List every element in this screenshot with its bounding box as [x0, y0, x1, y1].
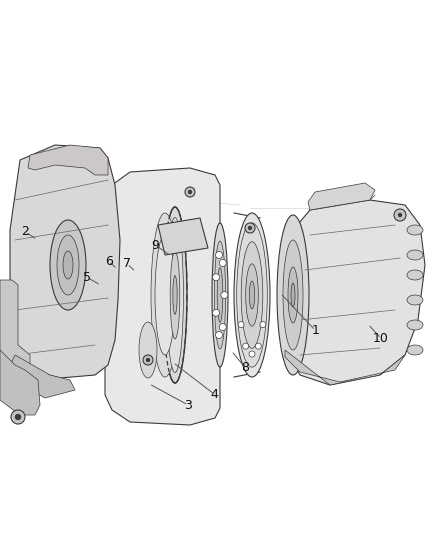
- Ellipse shape: [407, 225, 423, 235]
- Ellipse shape: [241, 241, 263, 348]
- Text: 9: 9: [152, 239, 159, 252]
- Circle shape: [394, 209, 406, 221]
- Ellipse shape: [291, 283, 295, 307]
- Text: 1: 1: [311, 324, 319, 337]
- Ellipse shape: [255, 343, 261, 349]
- Circle shape: [248, 226, 252, 230]
- Ellipse shape: [249, 281, 255, 309]
- Ellipse shape: [214, 241, 226, 349]
- Polygon shape: [105, 168, 220, 425]
- Text: 8: 8: [241, 361, 249, 374]
- Ellipse shape: [283, 240, 303, 350]
- Ellipse shape: [50, 220, 86, 310]
- Ellipse shape: [163, 207, 187, 383]
- Text: 3: 3: [184, 399, 192, 411]
- Ellipse shape: [243, 343, 249, 349]
- Text: 10: 10: [373, 332, 389, 345]
- Polygon shape: [28, 145, 108, 175]
- Circle shape: [245, 223, 255, 233]
- Polygon shape: [158, 218, 208, 255]
- Ellipse shape: [407, 270, 423, 280]
- Ellipse shape: [155, 235, 175, 355]
- Text: 4: 4: [211, 388, 219, 401]
- Ellipse shape: [407, 250, 423, 260]
- Ellipse shape: [407, 320, 423, 330]
- Circle shape: [398, 213, 402, 217]
- Ellipse shape: [212, 273, 219, 281]
- Ellipse shape: [215, 252, 223, 259]
- Ellipse shape: [221, 292, 228, 298]
- Circle shape: [146, 358, 150, 362]
- Ellipse shape: [238, 321, 244, 327]
- Polygon shape: [308, 183, 375, 210]
- Ellipse shape: [219, 260, 226, 266]
- Ellipse shape: [173, 276, 177, 314]
- Polygon shape: [0, 280, 30, 375]
- Ellipse shape: [234, 213, 270, 377]
- Ellipse shape: [170, 251, 180, 339]
- Polygon shape: [8, 355, 75, 398]
- Ellipse shape: [215, 332, 223, 338]
- Ellipse shape: [57, 235, 79, 295]
- Ellipse shape: [249, 351, 255, 357]
- Ellipse shape: [237, 223, 267, 367]
- Polygon shape: [0, 350, 40, 415]
- Text: 6: 6: [105, 255, 113, 268]
- Text: 7: 7: [123, 257, 131, 270]
- Polygon shape: [285, 350, 405, 385]
- Polygon shape: [10, 145, 120, 378]
- Circle shape: [143, 355, 153, 365]
- Polygon shape: [280, 200, 425, 385]
- Ellipse shape: [217, 268, 223, 322]
- Ellipse shape: [260, 321, 266, 327]
- Circle shape: [185, 187, 195, 197]
- Ellipse shape: [139, 322, 157, 378]
- Ellipse shape: [212, 223, 228, 367]
- Ellipse shape: [277, 215, 309, 375]
- Circle shape: [11, 410, 25, 424]
- Ellipse shape: [212, 309, 219, 316]
- Ellipse shape: [288, 267, 298, 323]
- Ellipse shape: [407, 345, 423, 355]
- Circle shape: [15, 414, 21, 420]
- Ellipse shape: [166, 217, 184, 373]
- Text: 2: 2: [21, 225, 29, 238]
- Ellipse shape: [63, 251, 73, 279]
- Circle shape: [188, 190, 192, 194]
- Ellipse shape: [246, 264, 258, 326]
- Text: 5: 5: [83, 271, 91, 284]
- Ellipse shape: [407, 295, 423, 305]
- Ellipse shape: [151, 213, 179, 377]
- Ellipse shape: [219, 324, 226, 330]
